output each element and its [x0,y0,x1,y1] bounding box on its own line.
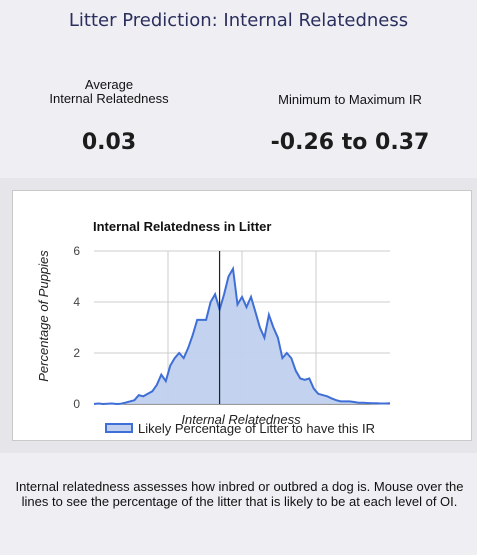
data-point[interactable] [100,402,105,407]
data-point[interactable] [163,379,168,384]
data-point[interactable] [177,351,182,356]
data-point[interactable] [257,325,262,330]
average-ir-value: 0.03 [81,130,137,155]
data-point[interactable] [231,266,236,271]
data-point[interactable] [298,376,303,381]
ir-chart[interactable]: Internal Relatedness in Litter 0 2 4 6 Perc… [13,191,471,440]
series-group[interactable] [92,251,393,407]
x-axis-label: Internal Relatedness [181,412,301,427]
legend-label[interactable]: Likely Percentage of Litter to have this… [138,421,375,436]
data-point[interactable] [352,399,357,404]
data-point[interactable] [311,386,316,391]
legend-swatch [105,423,133,433]
data-point[interactable] [159,372,164,377]
data-point[interactable] [114,402,119,407]
data-point[interactable] [96,401,101,406]
data-point[interactable] [92,402,97,407]
y-tick-label: 6 [73,244,80,258]
data-point[interactable] [213,292,218,297]
series-line[interactable] [93,265,391,406]
data-point[interactable] [150,389,155,394]
data-point[interactable] [316,391,321,396]
page-title: Litter Prediction: Internal Relatedness [68,10,409,31]
data-point[interactable] [289,356,294,361]
data-point[interactable] [204,317,209,322]
data-point[interactable] [370,401,375,406]
data-point[interactable] [199,317,204,322]
data-point[interactable] [284,351,289,356]
data-point[interactable] [374,401,379,406]
range-ir-stat: Minimum to Maximum IR -0.26 to 0.37 [260,92,440,156]
range-ir-label: Minimum to Maximum IR [278,92,422,107]
data-point[interactable] [154,382,159,387]
data-point[interactable] [388,401,393,406]
data-point[interactable] [334,398,339,403]
data-point[interactable] [226,274,231,279]
data-point[interactable] [280,356,285,361]
data-point[interactable] [141,394,146,399]
y-tick-label: 2 [73,346,80,360]
data-point[interactable] [338,399,343,404]
data-point[interactable] [190,333,195,338]
data-point[interactable] [347,399,352,404]
data-point[interactable] [222,292,227,297]
data-point[interactable] [248,294,253,299]
data-point[interactable] [379,401,384,406]
data-point[interactable] [109,401,114,406]
chart-legend[interactable]: Likely Percentage of Litter to have this… [105,421,375,436]
data-point[interactable] [118,401,123,406]
data-point[interactable] [275,335,280,340]
data-point[interactable] [145,391,150,396]
data-point[interactable] [271,325,276,330]
average-ir-stat: Average Internal Relatedness 0.03 [20,77,198,156]
data-point[interactable] [123,400,128,405]
description-text: Internal relatedness assesses how inbred… [15,479,464,509]
data-point[interactable] [266,312,271,317]
y-tick-label: 0 [73,397,80,411]
chart-panel: Internal Relatedness in Litter 0 2 4 6 Perc… [0,178,477,453]
chart-title: Internal Relatedness in Litter [93,219,271,234]
data-point[interactable] [343,399,348,404]
series-area [94,268,390,404]
data-point[interactable] [208,300,213,305]
data-point[interactable] [105,401,110,406]
data-point[interactable] [293,368,298,373]
data-point[interactable] [307,376,312,381]
data-point[interactable] [253,310,258,315]
data-point[interactable] [325,394,330,399]
data-point[interactable] [262,335,267,340]
data-point[interactable] [329,396,334,401]
chart-container[interactable]: Internal Relatedness in Litter 0 2 4 6 Perc… [12,190,472,441]
y-axis-ticks: 0 2 4 6 [73,244,80,411]
range-ir-value: -0.26 to 0.37 [270,130,430,155]
data-point[interactable] [361,400,366,405]
y-tick-label: 4 [73,295,80,309]
data-point[interactable] [186,345,191,350]
average-ir-label-line2: Internal Relatedness [49,91,169,106]
data-point[interactable] [172,356,177,361]
data-point[interactable] [136,393,141,398]
data-point[interactable] [320,393,325,398]
data-point[interactable] [383,401,388,406]
data-point[interactable] [302,377,307,382]
data-point[interactable] [240,294,245,299]
data-point[interactable] [181,356,186,361]
data-point[interactable] [365,400,370,405]
data-point[interactable] [168,363,173,368]
data-point[interactable] [244,305,249,310]
data-point[interactable] [356,400,361,405]
data-point[interactable] [132,398,137,403]
data-point[interactable] [235,302,240,307]
data-point[interactable] [127,399,132,404]
average-ir-label-line1: Average [84,77,134,92]
y-axis-label: Percentage of Puppies [36,250,51,382]
data-point[interactable] [195,317,200,322]
